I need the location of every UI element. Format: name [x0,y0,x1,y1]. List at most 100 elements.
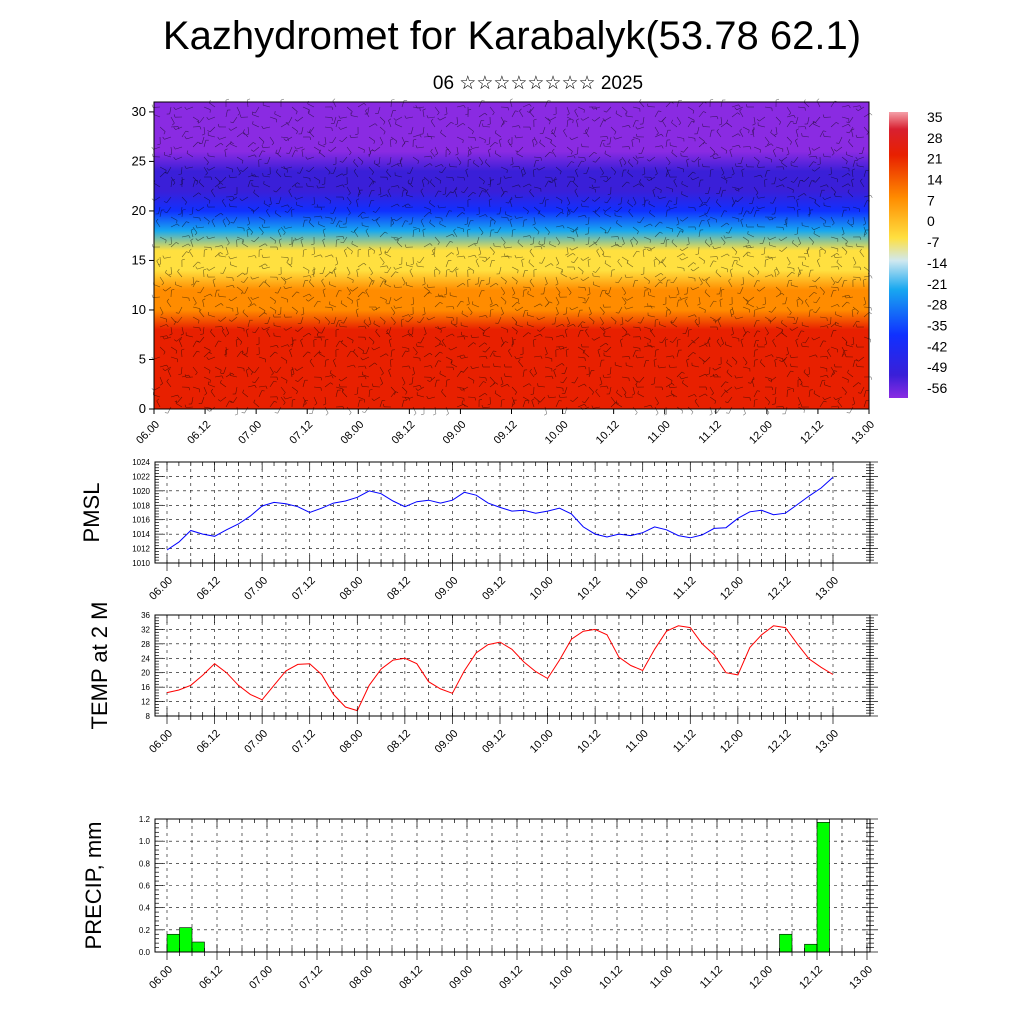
wind-barb [560,273,568,278]
wind-barb-flag [682,379,684,384]
wind-barb-flag [718,123,722,126]
wind-barb-flag [603,331,606,335]
wind-barb [647,305,656,308]
wind-barb [632,250,638,258]
wind-barb-flag [368,323,372,326]
wind-barb-flag [383,121,386,125]
wind-barb-flag [437,242,440,245]
wind-barb [802,264,810,268]
wind-barb [643,246,651,249]
wind-barb [544,406,548,414]
wind-barb [368,136,375,142]
wind-barb-flag [702,360,706,363]
wind-barb [511,296,519,300]
wind-barb-flag [855,344,858,348]
wind-barb [797,180,801,188]
wind-barb-flag [626,260,629,264]
wind-barb-flag [218,340,222,342]
wind-barb [483,335,491,338]
wind-barb-flag [370,272,373,276]
wind-barb [577,356,585,359]
wind-barb [640,316,645,324]
wind-barb [445,106,448,114]
wind-barb-flag [459,355,462,359]
wind-barb [373,323,381,328]
wind-barb [772,196,777,204]
wind-barb [368,200,372,208]
wind-barb [632,236,639,243]
wind-barb [588,176,596,181]
wind-barb [566,323,574,328]
wind-barb [353,351,359,358]
wind-barb-flag [734,188,738,191]
wind-barb-flag [748,270,750,274]
wind-barb-flag [785,353,789,356]
wind-barb-flag [811,337,814,341]
wind-barb-flag [196,280,200,282]
wind-barb [467,126,474,132]
wind-barb-flag [277,313,281,315]
wind-barb-flag [650,223,653,227]
wind-barb [795,116,799,124]
wind-barb [500,255,508,258]
wind-barb-flag [459,388,463,391]
wind-barb [356,270,359,278]
wind-barb [669,386,678,389]
wind-barb-flag [549,181,553,183]
wind-barb [335,184,343,188]
wind-barb [181,221,187,228]
wind-barb-flag [254,154,257,158]
wind-barb [715,271,722,278]
wind-barb-flag [636,250,640,253]
wind-barb-flag [847,189,850,193]
wind-barb [350,136,359,138]
wind-barb [841,183,849,188]
wind-barb [819,325,827,328]
wind-barb-flag [485,315,488,319]
wind-barb-flag [494,130,497,134]
wind-barb-flag [294,237,297,241]
wind-barb-flag [554,178,558,181]
wind-barb [489,136,491,145]
wind-barb-flag [332,98,336,102]
wind-barb-flag [386,194,389,198]
wind-barb [253,192,260,198]
wind-barb-flag [160,383,163,386]
wind-barb-flag [814,199,817,203]
wind-barb [555,346,564,348]
wind-barb-flag [251,240,255,243]
wind-barb-flag [715,153,719,156]
wind-barb [277,286,282,294]
wind-barb [192,192,199,198]
wind-barb [456,386,464,389]
wind-barb [687,276,695,279]
wind-barb-flag [712,373,715,377]
wind-barb [643,223,651,228]
wind-barb [170,266,172,275]
wind-barb-flag [712,367,716,371]
wind-barb [687,236,690,244]
wind-barb [532,236,535,244]
wind-barb [863,230,866,238]
wind-barb [816,260,821,268]
wind-barb-flag [201,133,206,136]
wind-barb [500,276,507,282]
wind-barb-flag [372,180,376,183]
wind-barb [583,196,590,203]
wind-barb [665,406,667,415]
wind-barb-flag [314,403,318,406]
wind-barb [253,146,260,152]
wind-barb-flag [252,210,255,214]
wind-barb-flag [668,206,671,210]
wind-barb-flag [430,118,434,122]
wind-barb [716,341,722,348]
wind-barb-flag [635,382,638,386]
wind-barb [858,356,865,362]
wind-barb [555,386,563,389]
wind-barb [165,272,172,278]
wind-barb [455,270,458,278]
wind-barb-flag [391,223,394,226]
wind-barb [584,396,590,403]
wind-barb-flag [781,159,783,163]
wind-barb-flag [694,207,696,211]
